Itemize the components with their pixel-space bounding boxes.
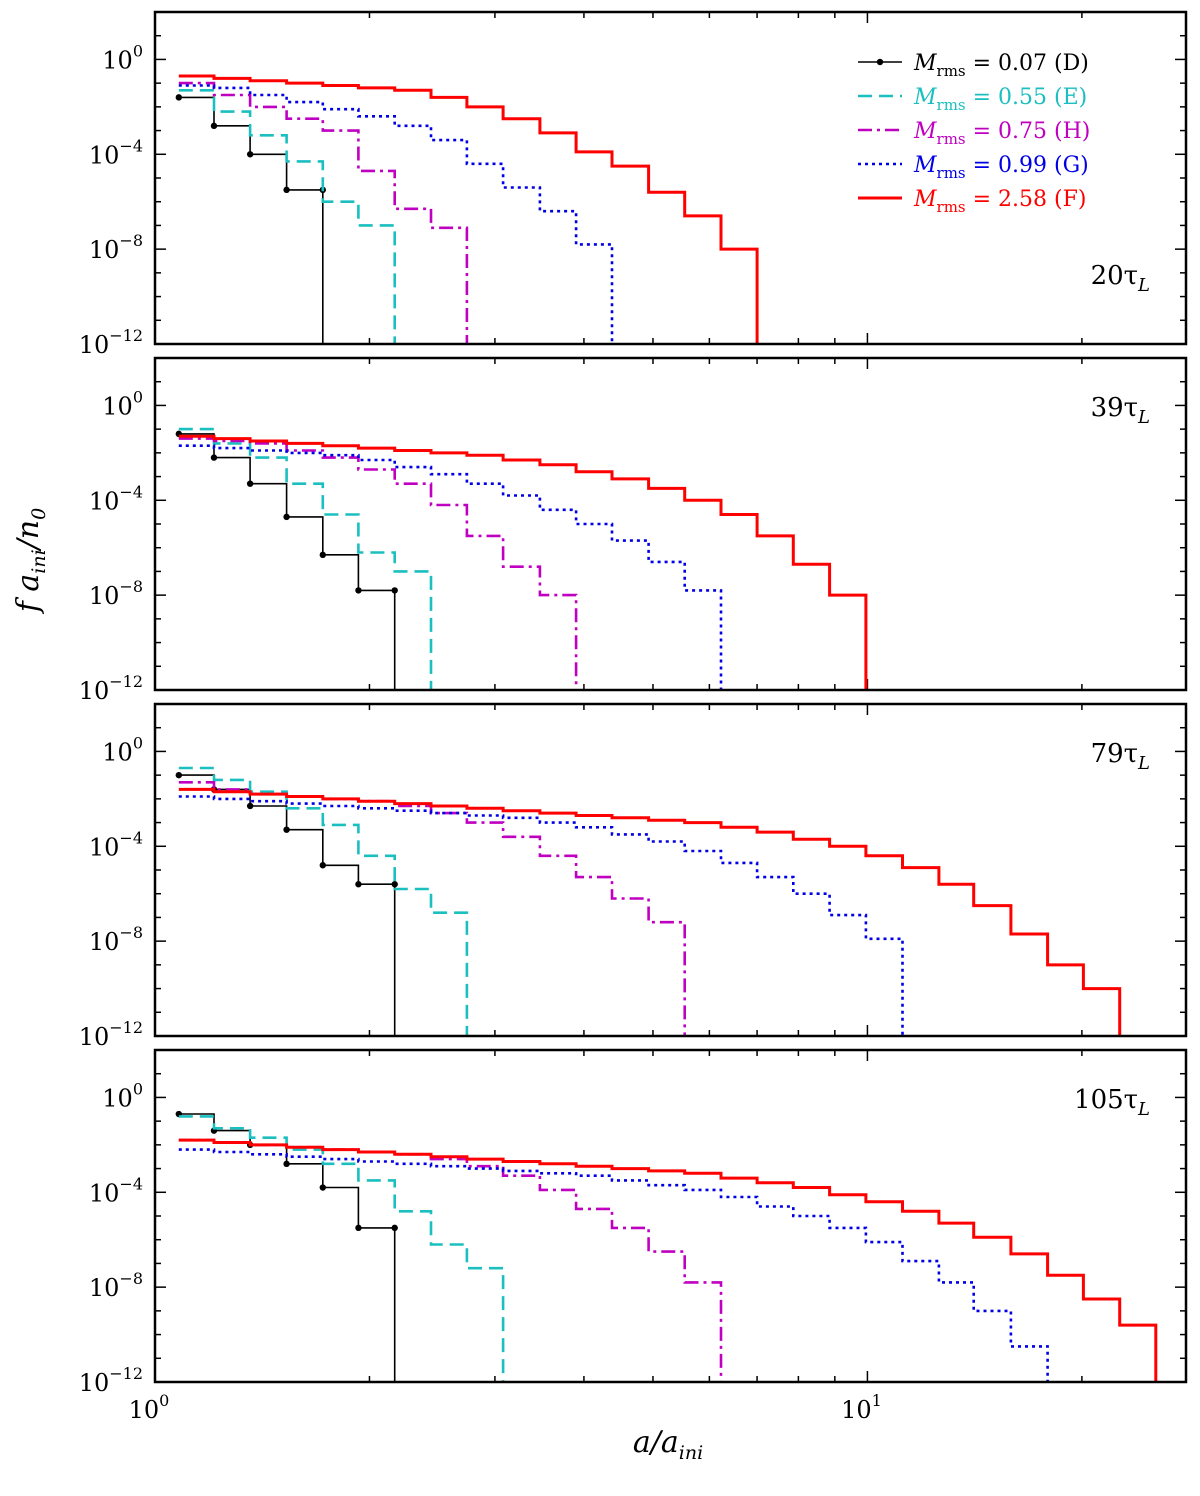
series-line-E <box>178 89 396 344</box>
series-point-D <box>283 1160 290 1168</box>
series-point-D <box>175 94 183 101</box>
y-tick-label: 100 <box>102 1079 143 1112</box>
series-point-D <box>283 186 290 194</box>
time-label: 39τL <box>1091 393 1150 428</box>
time-label: 79τL <box>1091 739 1150 774</box>
series-line-G <box>178 1148 1049 1382</box>
panel-frame <box>153 356 1188 692</box>
series-point-D <box>391 587 398 594</box>
legend: Mrms = 0.07 (D) Mrms = 0.55 (E) Mrms = 0.7… <box>858 51 1090 216</box>
series-point-D <box>246 480 254 487</box>
series-line-F <box>178 434 868 690</box>
panel-frame <box>153 10 1188 346</box>
legend-label-D: Mrms = 0.07 (D) <box>913 51 1089 80</box>
series-line-G <box>178 795 904 1036</box>
series-point-D <box>391 1224 398 1232</box>
y-tick-label: 10−12 <box>79 1364 143 1397</box>
legend-label-F: Mrms = 2.58 (F) <box>913 187 1086 216</box>
series-line-H <box>178 1138 723 1382</box>
panel-3: 100 10−4 10−8 10−12 79τL <box>79 702 1188 1051</box>
series-line-F <box>178 1138 1158 1382</box>
series-point-D <box>283 826 290 833</box>
panel-2: 100 10−4 10−8 10−12 39τL <box>79 356 1188 705</box>
series-point-D <box>355 1224 362 1232</box>
y-tick-label: 10−4 <box>89 1174 143 1207</box>
series-line-H <box>178 781 686 1036</box>
legend-marker-D <box>876 58 884 66</box>
y-tick-label: 10−8 <box>89 1269 143 1302</box>
y-tick-label: 100 <box>102 387 143 420</box>
panel-frame <box>153 702 1188 1038</box>
time-label: 20τL <box>1091 261 1150 296</box>
legend-label-E: Mrms = 0.55 (E) <box>913 85 1087 114</box>
series-line-D <box>178 774 396 1036</box>
y-tick-label: 100 <box>102 733 143 766</box>
series-point-D <box>246 151 254 158</box>
series-point-D <box>391 881 398 888</box>
series-point-D <box>210 122 218 130</box>
series-point-D <box>175 771 183 779</box>
series-line-F <box>178 787 1122 1036</box>
y-tick-label: 10−12 <box>79 672 143 705</box>
y-tick-label: 10−8 <box>89 577 143 610</box>
x-tick-label: 101 <box>841 1391 882 1424</box>
y-tick-label: 10−4 <box>89 828 143 861</box>
y-tick-label: 10−4 <box>89 136 143 169</box>
series-line-E <box>178 766 469 1036</box>
series-point-D <box>319 551 326 559</box>
legend-label-G: Mrms = 0.99 (G) <box>913 153 1089 182</box>
series-line-F <box>178 74 759 344</box>
time-label: 105τL <box>1074 1085 1150 1120</box>
y-tick-label: 10−4 <box>89 482 143 515</box>
series-point-D <box>355 881 362 888</box>
series-point-D <box>246 802 254 810</box>
series-line-G <box>178 444 723 690</box>
panel-4: 100 10−4 10−8 10−12 105τL 100 101 <box>79 1048 1188 1424</box>
series-line-E <box>178 427 433 690</box>
y-tick-label: 100 <box>102 41 143 74</box>
series-line-H <box>178 81 469 344</box>
panel-frame <box>153 1048 1188 1384</box>
series-point-D <box>319 1184 326 1191</box>
y-tick-label: 10−8 <box>89 231 143 264</box>
y-tick-label: 10−12 <box>79 326 143 359</box>
x-tick-label: 100 <box>129 1391 170 1424</box>
legend-label-H: Mrms = 0.75 (H) <box>913 119 1090 148</box>
series-point-D <box>283 513 290 521</box>
y-tick-label: 10−12 <box>79 1018 143 1051</box>
y-axis-title: f aini/n0 <box>11 508 50 614</box>
series-point-D <box>210 454 218 461</box>
x-axis-title: a/aini <box>633 1425 703 1464</box>
series-point-D <box>319 862 326 869</box>
series-line-H <box>178 437 578 690</box>
series-point-D <box>355 587 362 594</box>
y-tick-label: 10−8 <box>89 923 143 956</box>
